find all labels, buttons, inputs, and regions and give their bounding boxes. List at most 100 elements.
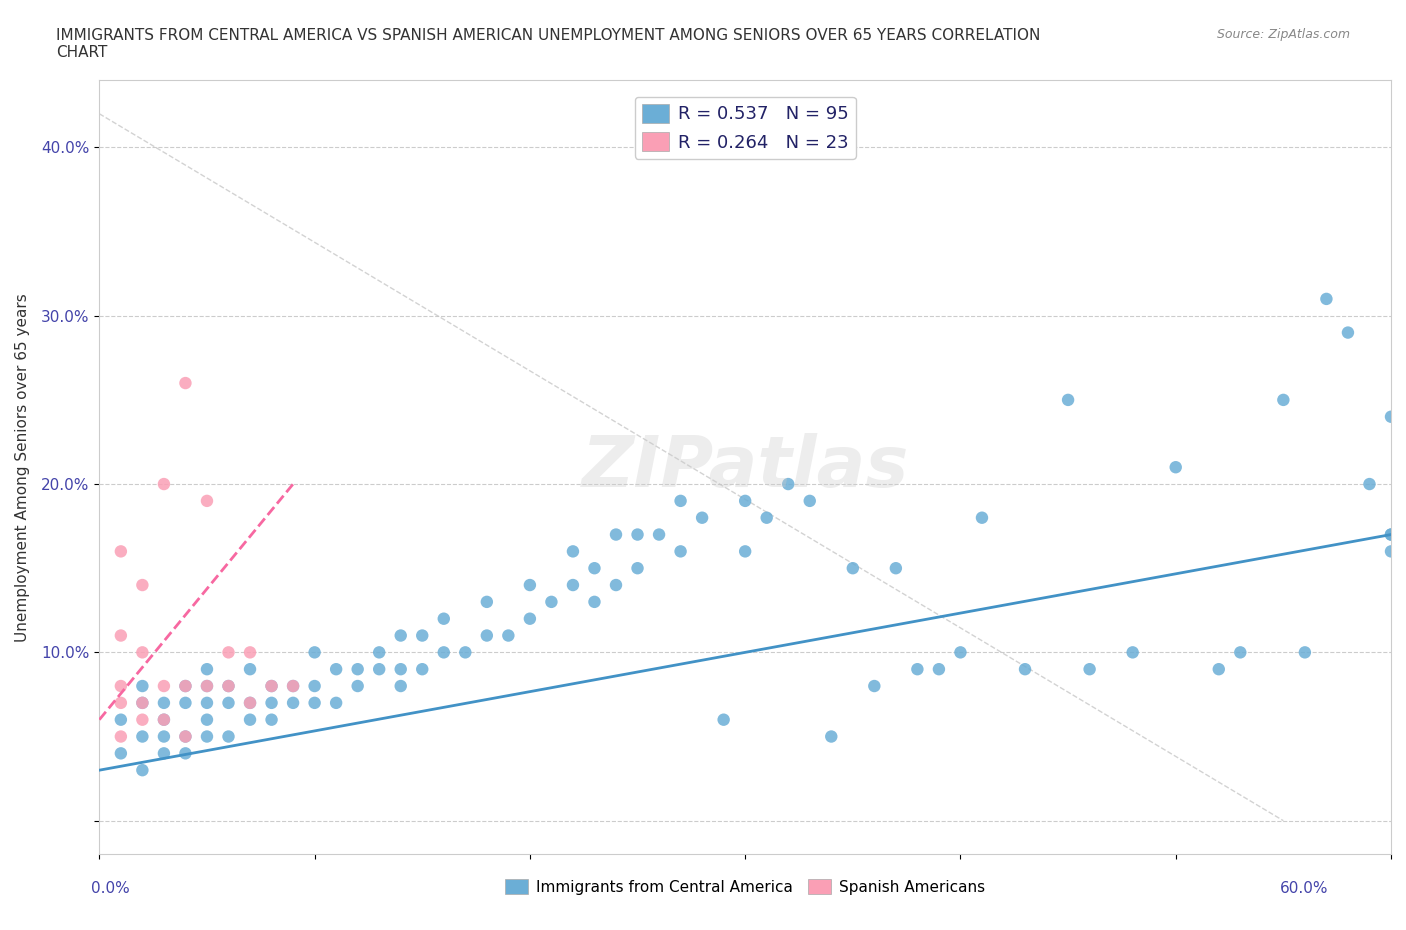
Text: ZIPatlas: ZIPatlas xyxy=(582,432,908,501)
Point xyxy=(905,662,928,677)
Point xyxy=(1358,476,1381,491)
Point xyxy=(131,729,153,744)
Point xyxy=(411,628,433,643)
Point xyxy=(519,578,541,592)
Point xyxy=(304,679,326,694)
Point xyxy=(260,712,283,727)
Point xyxy=(195,696,218,711)
Point xyxy=(1379,409,1402,424)
Point xyxy=(346,662,368,677)
Point xyxy=(583,561,606,576)
Point xyxy=(433,611,456,626)
Text: Source: ZipAtlas.com: Source: ZipAtlas.com xyxy=(1216,28,1350,41)
Point xyxy=(239,696,262,711)
Point xyxy=(131,644,153,659)
Point xyxy=(970,511,993,525)
Point xyxy=(669,494,692,509)
Point xyxy=(799,494,821,509)
Point xyxy=(1164,459,1187,474)
Point xyxy=(153,712,176,727)
Point xyxy=(110,696,132,711)
Point xyxy=(605,527,627,542)
Point xyxy=(325,696,347,711)
Point xyxy=(281,679,304,694)
Point xyxy=(174,679,197,694)
Point xyxy=(1014,662,1036,677)
Point xyxy=(734,544,756,559)
Point xyxy=(239,644,262,659)
Point xyxy=(411,662,433,677)
Point xyxy=(755,511,778,525)
Point xyxy=(626,561,648,576)
Point xyxy=(174,376,197,391)
Point xyxy=(325,662,347,677)
Point xyxy=(153,746,176,761)
Point xyxy=(1229,644,1251,659)
Point xyxy=(1315,291,1337,306)
Point xyxy=(928,662,950,677)
Text: 60.0%: 60.0% xyxy=(1281,881,1329,896)
Legend: R = 0.537   N = 95, R = 0.264   N = 23: R = 0.537 N = 95, R = 0.264 N = 23 xyxy=(634,97,856,159)
Point xyxy=(1379,527,1402,542)
Point xyxy=(281,696,304,711)
Point xyxy=(195,679,218,694)
Point xyxy=(195,679,218,694)
Point xyxy=(153,476,176,491)
Point xyxy=(110,544,132,559)
Point xyxy=(281,679,304,694)
Point xyxy=(389,662,412,677)
Point xyxy=(110,729,132,744)
Text: 0.0%: 0.0% xyxy=(91,881,131,896)
Point xyxy=(174,679,197,694)
Point xyxy=(1208,662,1230,677)
Point xyxy=(389,628,412,643)
Point xyxy=(540,594,562,609)
Point xyxy=(1379,527,1402,542)
Point xyxy=(218,729,240,744)
Point xyxy=(260,696,283,711)
Point xyxy=(110,628,132,643)
Point xyxy=(153,712,176,727)
Point xyxy=(1337,326,1360,340)
Point xyxy=(174,746,197,761)
Point xyxy=(368,662,391,677)
Point xyxy=(475,594,498,609)
Point xyxy=(1294,644,1316,659)
Point xyxy=(195,729,218,744)
Point xyxy=(863,679,886,694)
Point xyxy=(131,696,153,711)
Point xyxy=(304,696,326,711)
Point xyxy=(498,628,520,643)
Point xyxy=(1057,392,1080,407)
Point xyxy=(605,578,627,592)
Point xyxy=(713,712,735,727)
Point xyxy=(389,679,412,694)
Point xyxy=(195,662,218,677)
Point xyxy=(131,712,153,727)
Point xyxy=(304,644,326,659)
Point xyxy=(195,494,218,509)
Point xyxy=(433,644,456,659)
Point xyxy=(239,662,262,677)
Point xyxy=(1272,392,1295,407)
Point xyxy=(648,527,671,542)
Point xyxy=(1379,544,1402,559)
Point xyxy=(218,679,240,694)
Point xyxy=(110,679,132,694)
Point xyxy=(131,696,153,711)
Point xyxy=(346,679,368,694)
Point xyxy=(561,544,583,559)
Point xyxy=(153,696,176,711)
Point xyxy=(174,696,197,711)
Point xyxy=(949,644,972,659)
Text: IMMIGRANTS FROM CENTRAL AMERICA VS SPANISH AMERICAN UNEMPLOYMENT AMONG SENIORS O: IMMIGRANTS FROM CENTRAL AMERICA VS SPANI… xyxy=(56,28,1040,60)
Point xyxy=(561,578,583,592)
Point xyxy=(153,729,176,744)
Point xyxy=(174,729,197,744)
Point xyxy=(734,494,756,509)
Point xyxy=(583,594,606,609)
Point xyxy=(454,644,477,659)
Point xyxy=(368,644,391,659)
Point xyxy=(778,476,800,491)
Point xyxy=(153,679,176,694)
